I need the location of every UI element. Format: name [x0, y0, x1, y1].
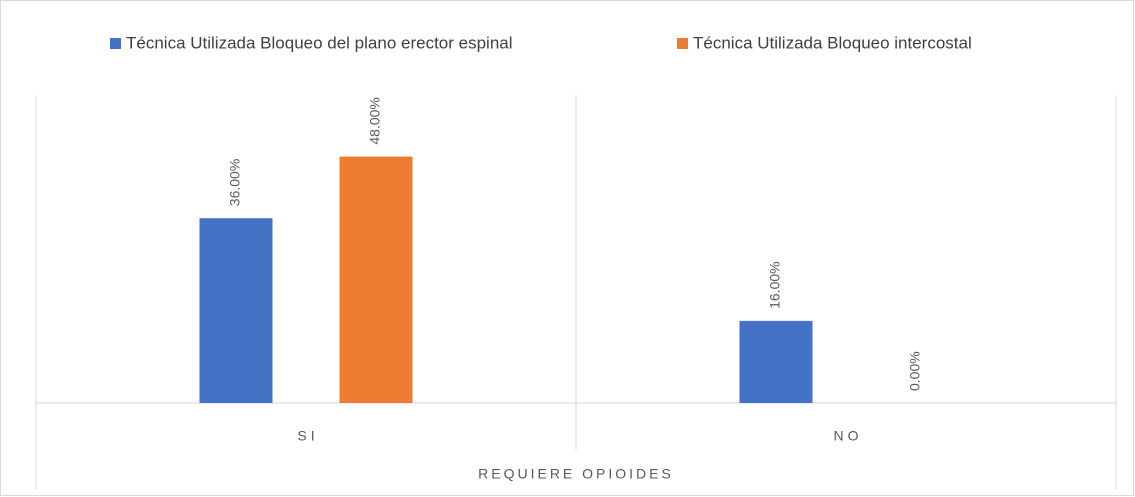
legend-label: Técnica Utilizada Bloqueo del plano erec… [126, 33, 513, 52]
data-label: 0.00% [907, 351, 923, 391]
bar [739, 320, 813, 403]
bar [339, 156, 413, 403]
legend-swatch [677, 38, 688, 49]
data-label: 36.00% [227, 159, 243, 206]
bar [199, 218, 273, 403]
data-label: 16.00% [767, 261, 783, 308]
data-label: 48.00% [367, 97, 383, 144]
x-tick-label: SI [297, 428, 318, 444]
x-tick-label: NO [834, 428, 863, 444]
x-axis-title: REQUIERE OPIOIDES [478, 466, 674, 482]
legend-label: Técnica Utilizada Bloqueo intercostal [693, 33, 972, 52]
legend-swatch [110, 38, 121, 49]
